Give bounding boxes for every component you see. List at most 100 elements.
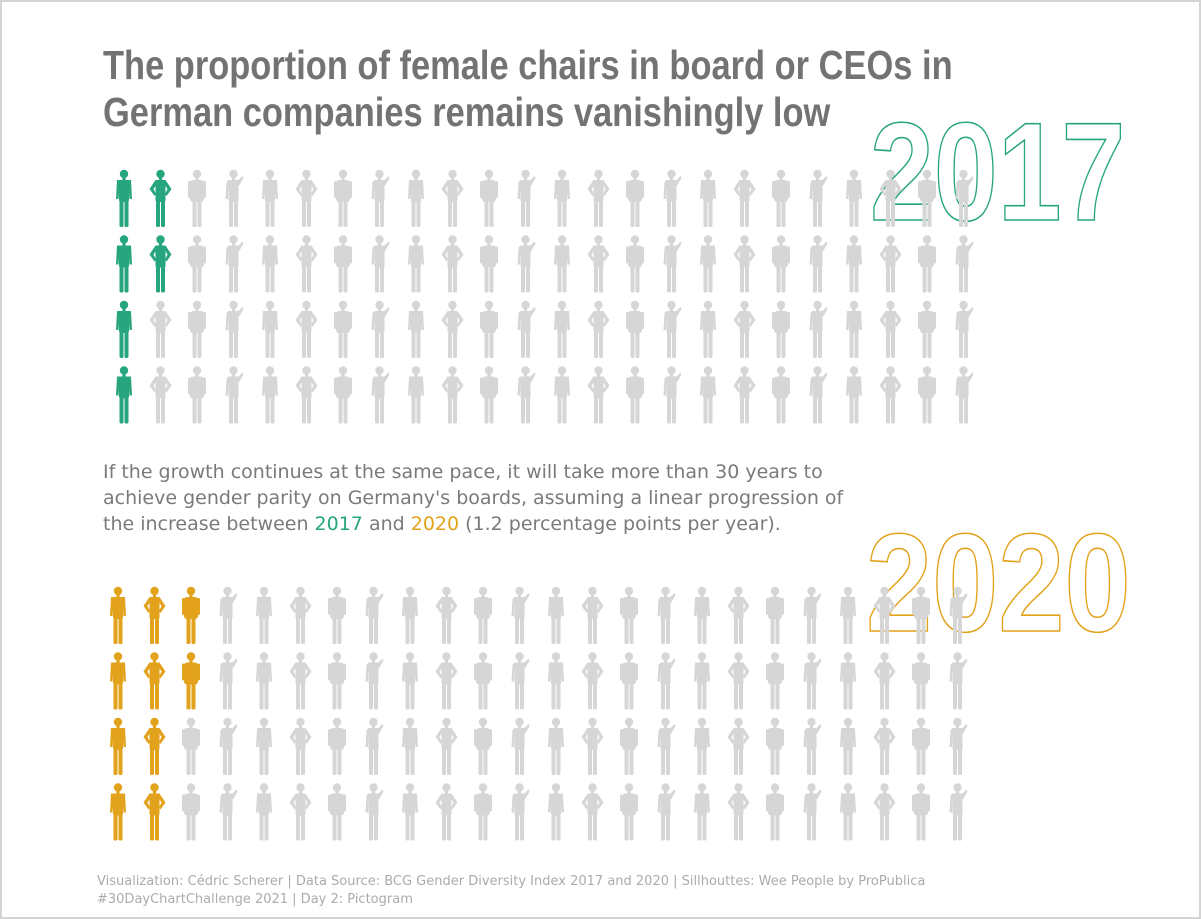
pictogram-2017 bbox=[116, 169, 974, 424]
male-figure bbox=[402, 652, 418, 710]
female-figure bbox=[182, 652, 200, 710]
female-figure bbox=[116, 235, 132, 293]
annotation-text: If the growth continues at the same pace… bbox=[103, 459, 843, 537]
female-figure bbox=[116, 300, 132, 358]
male-figure bbox=[219, 783, 238, 841]
male-figure bbox=[334, 300, 352, 358]
male-figure bbox=[918, 235, 936, 293]
male-figure bbox=[408, 235, 424, 293]
male-figure bbox=[694, 652, 710, 710]
male-figure bbox=[548, 717, 564, 775]
male-figure bbox=[554, 366, 570, 424]
male-figure bbox=[620, 717, 638, 775]
male-figure bbox=[262, 169, 278, 227]
male-figure bbox=[700, 366, 716, 424]
annotation-line-3b: (1.2 percentage points per year). bbox=[459, 513, 781, 535]
year-label-2020: 2020 bbox=[866, 504, 1131, 661]
male-figure bbox=[408, 366, 424, 424]
year-label-2020-graphic: 2020 bbox=[865, 503, 1131, 662]
male-figure bbox=[188, 169, 206, 227]
male-figure bbox=[548, 783, 564, 841]
male-figure bbox=[912, 652, 930, 710]
caption-line-1: Visualization: Cédric Scherer | Data Sou… bbox=[97, 874, 926, 889]
male-figure bbox=[955, 300, 974, 358]
male-figure bbox=[700, 235, 716, 293]
male-figure bbox=[295, 235, 318, 293]
male-figure bbox=[511, 652, 530, 710]
male-figure bbox=[149, 366, 172, 424]
male-figure bbox=[766, 717, 784, 775]
male-figure bbox=[766, 652, 784, 710]
male-figure bbox=[955, 169, 974, 227]
annotation-line-2: achieve gender parity on Germany's board… bbox=[103, 487, 844, 509]
male-figure bbox=[620, 783, 638, 841]
male-figure bbox=[949, 783, 968, 841]
male-figure bbox=[511, 717, 530, 775]
male-figure bbox=[225, 300, 244, 358]
female-figure bbox=[182, 586, 200, 644]
male-figure bbox=[365, 586, 384, 644]
male-figure bbox=[474, 652, 492, 710]
male-figure bbox=[873, 783, 896, 841]
male-figure bbox=[840, 717, 856, 775]
male-figure bbox=[371, 300, 390, 358]
male-figure bbox=[219, 652, 238, 710]
male-figure bbox=[809, 366, 828, 424]
male-figure bbox=[511, 586, 530, 644]
male-figure bbox=[371, 366, 390, 424]
male-figure bbox=[262, 366, 278, 424]
male-figure bbox=[700, 169, 716, 227]
male-figure bbox=[879, 300, 902, 358]
male-figure bbox=[328, 586, 346, 644]
male-figure bbox=[289, 586, 312, 644]
male-figure bbox=[262, 300, 278, 358]
male-figure bbox=[912, 783, 930, 841]
male-figure bbox=[657, 783, 676, 841]
male-figure bbox=[328, 717, 346, 775]
male-figure bbox=[918, 366, 936, 424]
male-figure bbox=[295, 366, 318, 424]
male-figure bbox=[846, 300, 862, 358]
annotation-line-1: If the growth continues at the same pace… bbox=[103, 461, 823, 483]
male-figure bbox=[474, 586, 492, 644]
male-figure bbox=[334, 169, 352, 227]
female-figure bbox=[110, 717, 126, 775]
male-figure bbox=[334, 366, 352, 424]
male-figure bbox=[517, 235, 536, 293]
male-figure bbox=[626, 235, 644, 293]
male-figure bbox=[225, 366, 244, 424]
male-figure bbox=[912, 586, 930, 644]
male-figure bbox=[548, 586, 564, 644]
male-figure bbox=[733, 366, 756, 424]
male-figure bbox=[949, 586, 968, 644]
male-figure bbox=[441, 169, 464, 227]
male-figure bbox=[663, 300, 682, 358]
male-figure bbox=[511, 783, 530, 841]
male-figure bbox=[727, 783, 750, 841]
male-figure bbox=[803, 652, 822, 710]
male-figure bbox=[949, 652, 968, 710]
chart-title: The proportion of female chairs in board… bbox=[103, 42, 953, 136]
male-figure bbox=[809, 300, 828, 358]
male-figure bbox=[803, 783, 822, 841]
female-figure bbox=[116, 366, 132, 424]
male-figure bbox=[873, 652, 896, 710]
male-figure bbox=[766, 783, 784, 841]
male-figure bbox=[517, 366, 536, 424]
male-figure bbox=[328, 783, 346, 841]
annotation-line-3a: the increase between bbox=[103, 513, 315, 535]
male-figure bbox=[657, 717, 676, 775]
male-figure bbox=[727, 652, 750, 710]
male-figure bbox=[879, 235, 902, 293]
male-figure bbox=[918, 300, 936, 358]
male-figure bbox=[256, 783, 272, 841]
male-figure bbox=[480, 366, 498, 424]
male-figure bbox=[949, 717, 968, 775]
male-figure bbox=[480, 235, 498, 293]
male-figure bbox=[256, 652, 272, 710]
male-figure bbox=[772, 300, 790, 358]
male-figure bbox=[256, 717, 272, 775]
male-figure bbox=[846, 169, 862, 227]
female-figure bbox=[116, 169, 132, 227]
male-figure bbox=[334, 235, 352, 293]
